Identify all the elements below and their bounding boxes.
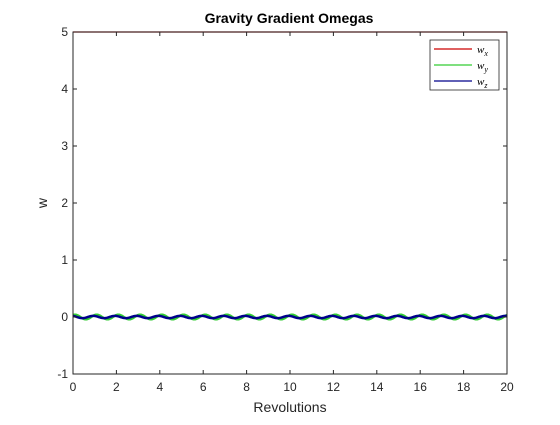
legend-label-w-y: wy [477, 60, 488, 74]
x-tick-label: 4 [156, 380, 163, 394]
y-tick-label: 2 [61, 196, 68, 210]
x-axis-label: Revolutions [253, 399, 326, 415]
legend-label-w-z: wz [477, 76, 488, 90]
x-tick-label: 12 [327, 380, 341, 394]
y-tick-label: 3 [61, 139, 68, 153]
series-line-w-z [72, 314, 508, 320]
x-axis: 0 2 4 6 8 10 12 14 16 18 20 [70, 32, 514, 394]
x-tick-label: 2 [113, 380, 120, 394]
y-tick-label: 1 [61, 253, 68, 267]
x-tick-label: 18 [457, 380, 471, 394]
x-tick-label: 14 [370, 380, 384, 394]
y-tick-label: 5 [61, 25, 68, 39]
x-tick-label: 8 [243, 380, 250, 394]
legend: wx wy wz [429, 39, 500, 91]
x-tick-label: 0 [70, 380, 77, 394]
y-axis: -1 0 1 2 3 4 5 [57, 25, 507, 381]
x-tick-label: 16 [414, 380, 428, 394]
y-tick-label: -1 [57, 367, 68, 381]
y-tick-label: 0 [61, 310, 68, 324]
x-tick-label: 6 [200, 380, 207, 394]
x-tick-label: 10 [283, 380, 297, 394]
x-tick-label: 20 [500, 380, 514, 394]
y-tick-label: 4 [61, 82, 68, 96]
chart-title: Gravity Gradient Omegas [205, 10, 374, 26]
y-axis-label: w [34, 197, 50, 209]
legend-label-w-x: wx [477, 44, 488, 58]
